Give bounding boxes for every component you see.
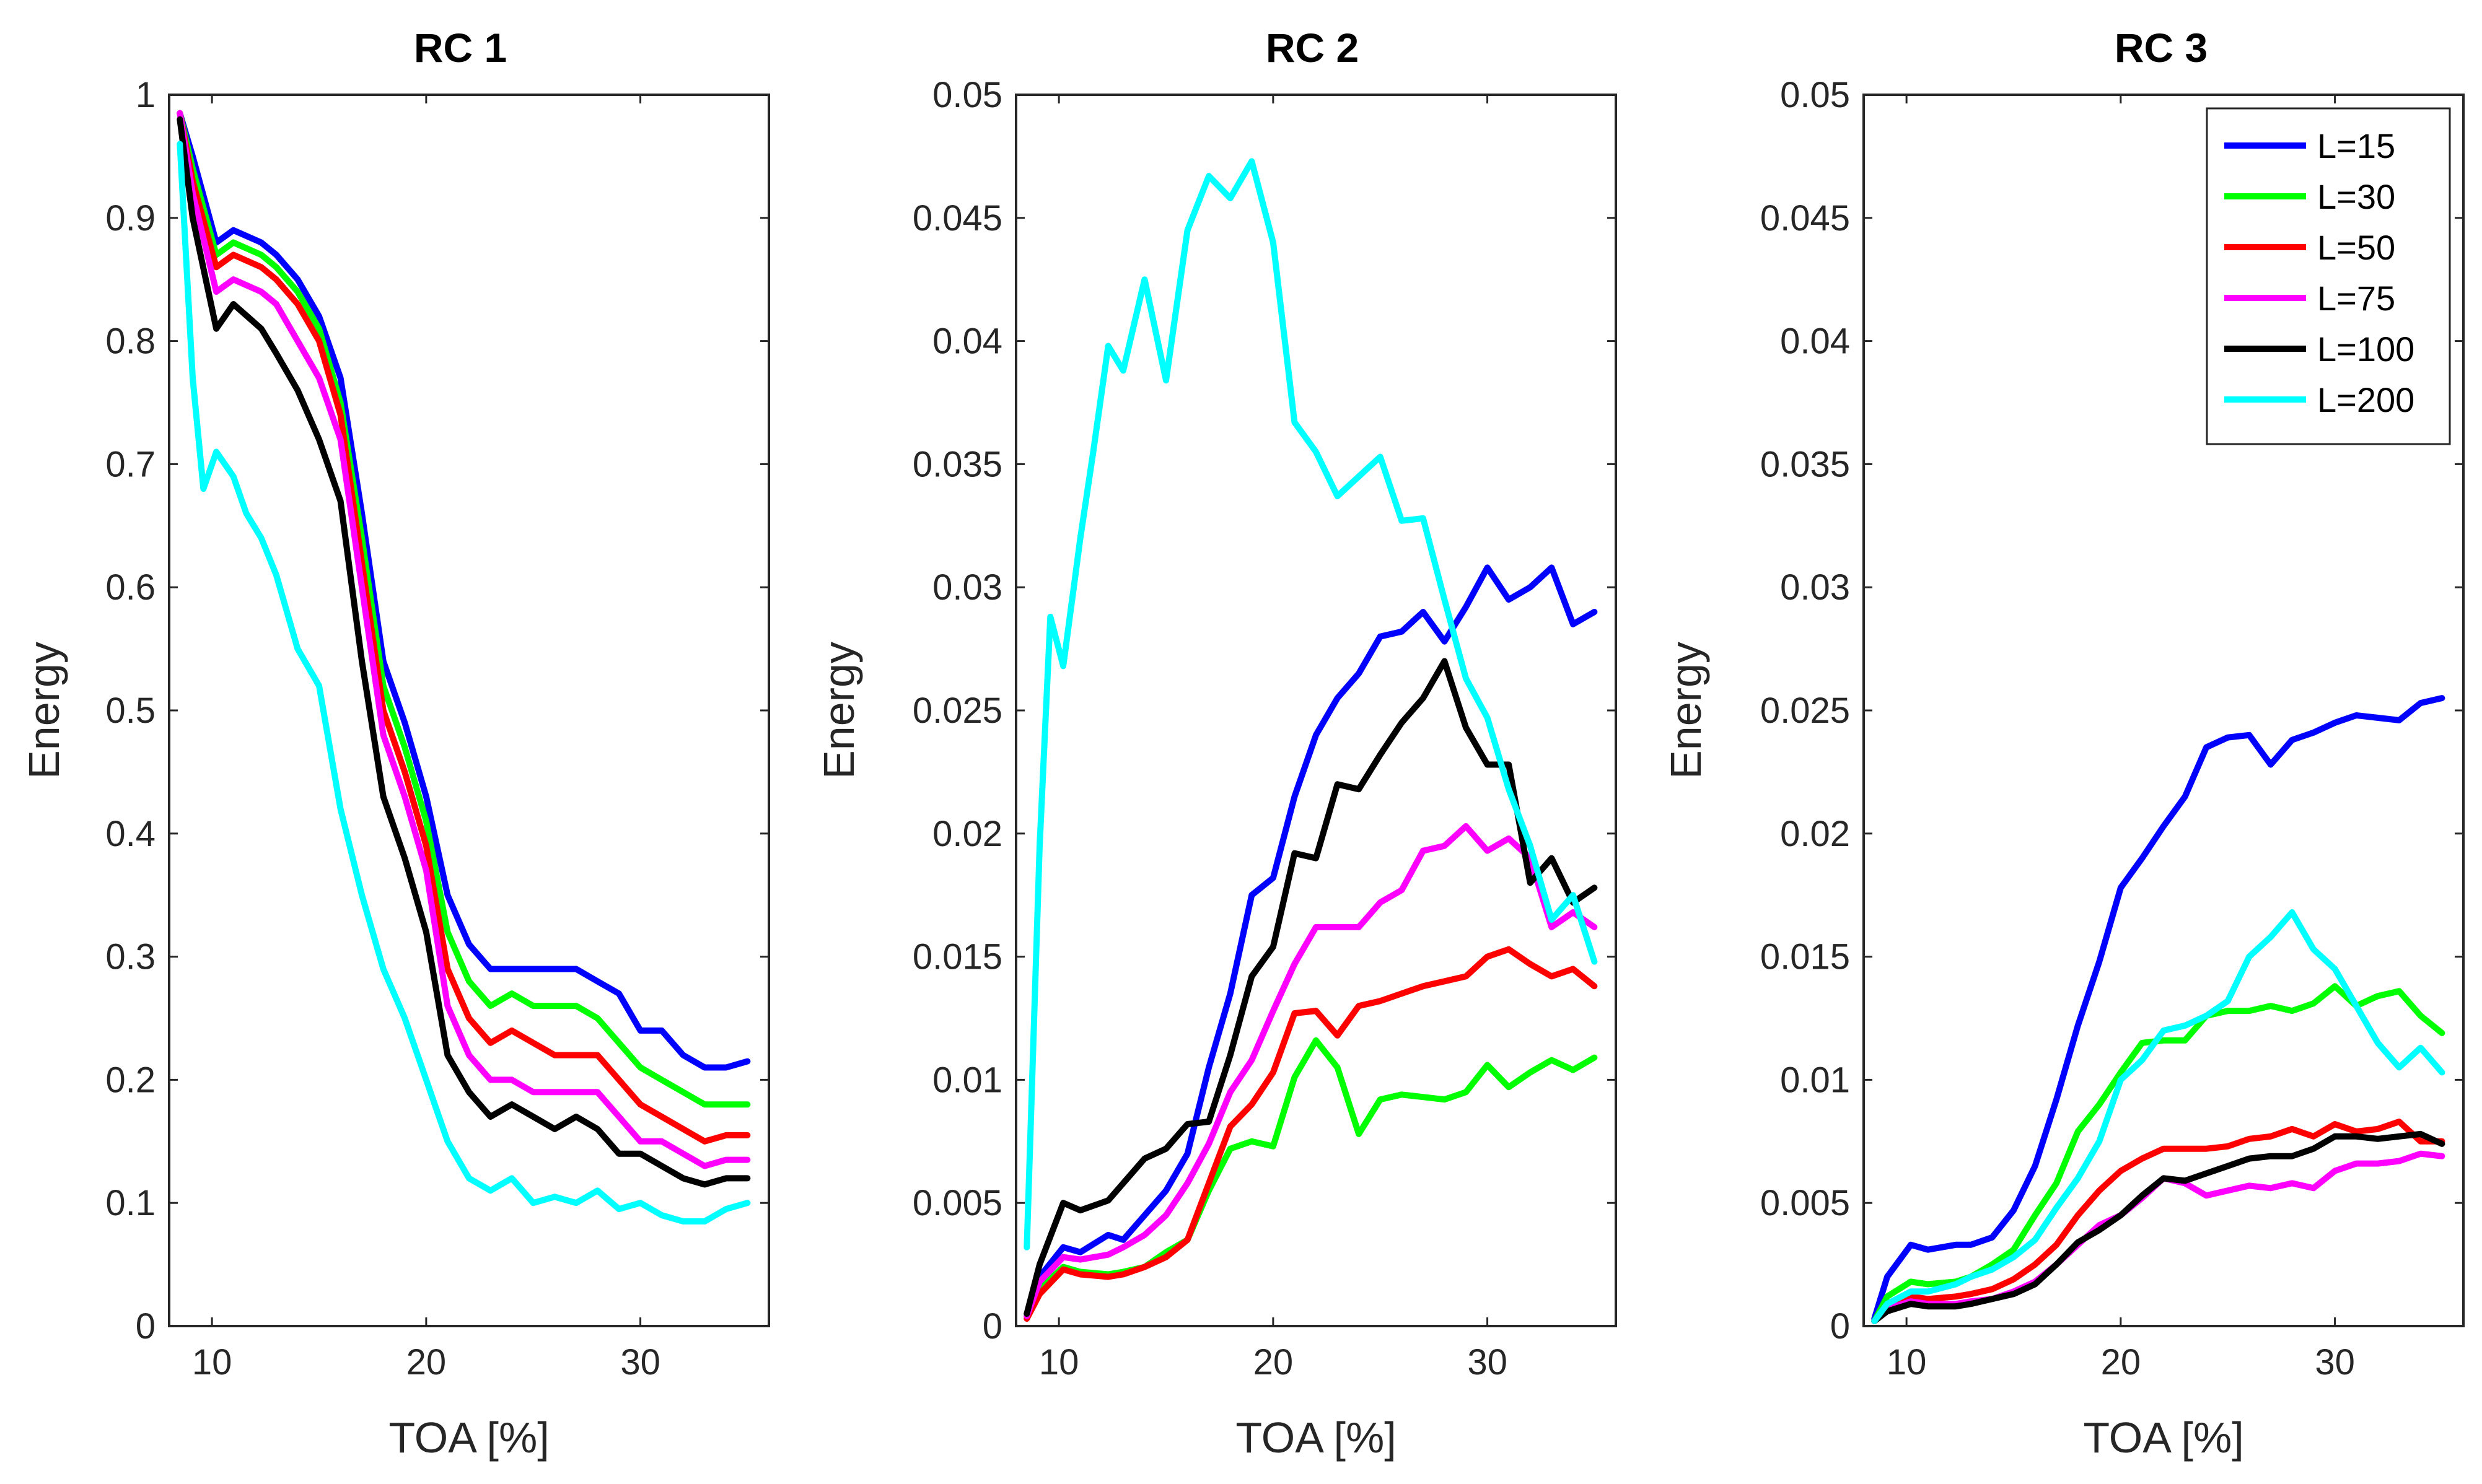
x-tick-label: 20 xyxy=(2101,1342,2141,1382)
y-tick-label: 0.01 xyxy=(1780,1060,1850,1100)
y-tick-label: 0.5 xyxy=(105,691,156,731)
y-tick-label: 0.02 xyxy=(1780,814,1850,854)
y-tick-label: 0.05 xyxy=(932,75,1002,115)
y-tick-label: 0.9 xyxy=(105,198,156,238)
y-tick-label: 1 xyxy=(136,75,156,115)
x-axis-ticks: 10 20 30 xyxy=(192,95,660,1382)
series-line-l-30 xyxy=(177,110,751,1108)
series-line-l-75 xyxy=(1024,823,1598,1320)
panel-rc3: RC 3 0 0.005 0.01 0.015 0.02 0.025 0.03 0.035 0.… xyxy=(1662,25,2465,1462)
x-tick-label: 10 xyxy=(1887,1342,1927,1382)
y-tick-label: 0.2 xyxy=(105,1060,156,1100)
y-tick-label: 0.4 xyxy=(105,814,156,854)
x-axis-ticks: 10 20 30 xyxy=(1039,95,1507,1382)
y-tick-label: 0.03 xyxy=(1780,567,1850,608)
y-tick-label: 0.035 xyxy=(1760,444,1850,484)
series-line-l-100 xyxy=(177,116,751,1188)
y-tick-label: 0 xyxy=(136,1306,156,1347)
series-line-l-200 xyxy=(177,141,751,1224)
y-axis-ticks: 0 0.1 0.2 0.3 0.4 0.5 0.6 0.7 0.8 0.9 1 xyxy=(105,75,769,1347)
series-line-l-50 xyxy=(1871,1119,2445,1324)
series-line-l-100 xyxy=(1024,658,1598,1317)
y-tick-label: 0.3 xyxy=(105,937,156,977)
x-axis-label: TOA [%] xyxy=(2083,1413,2243,1462)
series-lines xyxy=(1024,158,1598,1322)
y-tick-label: 0.04 xyxy=(1780,321,1850,362)
y-axis-label: Energy xyxy=(815,642,863,779)
legend-label: L=30 xyxy=(2317,177,2395,216)
legend-label: L=50 xyxy=(2317,228,2395,267)
x-axis-ticks: 10 20 30 xyxy=(1887,95,2355,1382)
x-tick-label: 20 xyxy=(1253,1342,1294,1382)
y-tick-label: 0.015 xyxy=(1760,937,1850,977)
axes-frame xyxy=(1862,94,2465,1327)
y-axis-ticks: 0 0.005 0.01 0.015 0.02 0.025 0.03 0.035 0.04 0.0… xyxy=(1760,75,2463,1347)
series-lines xyxy=(1871,695,2445,1324)
series-line-l-15 xyxy=(1024,564,1598,1317)
legend: L=15 L=30 L=50 L=75 L=100 L=200 xyxy=(2206,107,2451,445)
y-tick-label: 0.1 xyxy=(105,1183,156,1223)
x-tick-label: 30 xyxy=(620,1342,660,1382)
axes-frame xyxy=(1015,94,1617,1327)
y-tick-label: 0.02 xyxy=(932,814,1002,854)
series-line-l-50 xyxy=(1024,946,1598,1322)
y-tick-label: 0.04 xyxy=(932,321,1002,362)
y-tick-label: 0.7 xyxy=(105,444,156,484)
series-line-l-200 xyxy=(1871,909,2445,1324)
series-line-l-100 xyxy=(1871,1130,2445,1324)
series-line-l-75 xyxy=(177,110,751,1169)
y-axis-label: Energy xyxy=(1662,642,1710,779)
panel-rc1: RC 1 0 0.1 0.2 0.3 0.4 0.5 0.6 0.7 0.8 0.9 1 10 20 3… xyxy=(20,25,770,1462)
y-tick-label: 0.035 xyxy=(913,444,1002,484)
y-tick-label: 0 xyxy=(1830,1306,1850,1347)
y-tick-label: 0.045 xyxy=(913,198,1002,238)
x-tick-label: 20 xyxy=(406,1342,447,1382)
y-axis-label: Energy xyxy=(20,642,68,779)
panel-rc2: RC 2 0 0.005 0.01 0.015 0.02 0.025 0.03 0.035 0.… xyxy=(815,25,1617,1462)
x-axis-label: TOA [%] xyxy=(388,1413,549,1462)
series-line-l-50 xyxy=(177,110,751,1145)
y-tick-label: 0.6 xyxy=(105,567,156,608)
x-tick-label: 30 xyxy=(2315,1342,2355,1382)
y-tick-label: 0.01 xyxy=(932,1060,1002,1100)
x-axis-label: TOA [%] xyxy=(1235,1413,1396,1462)
series-lines xyxy=(177,110,751,1224)
series-line-l-15 xyxy=(1871,695,2445,1322)
y-tick-label: 0.03 xyxy=(932,567,1002,608)
x-tick-label: 10 xyxy=(1039,1342,1079,1382)
x-tick-label: 10 xyxy=(192,1342,232,1382)
panel-title: RC 3 xyxy=(2115,25,2208,71)
panel-title: RC 1 xyxy=(414,25,507,71)
y-tick-label: 0.8 xyxy=(105,321,156,362)
legend-box xyxy=(2206,107,2451,445)
series-line-l-200 xyxy=(1024,158,1598,1250)
axes-frame xyxy=(168,94,770,1327)
y-tick-label: 0.05 xyxy=(1780,75,1850,115)
y-tick-label: 0.005 xyxy=(913,1183,1002,1223)
panel-title: RC 2 xyxy=(1266,25,1359,71)
y-tick-label: 0.005 xyxy=(1760,1183,1850,1223)
series-line-l-15 xyxy=(177,110,751,1071)
x-tick-label: 30 xyxy=(1467,1342,1507,1382)
y-axis-ticks: 0 0.005 0.01 0.015 0.02 0.025 0.03 0.035 0.04 0.0… xyxy=(913,75,1616,1347)
y-tick-label: 0.045 xyxy=(1760,198,1850,238)
legend-label: L=15 xyxy=(2317,126,2395,165)
y-tick-label: 0.015 xyxy=(913,937,1002,977)
legend-label: L=200 xyxy=(2317,380,2414,419)
legend-label: L=75 xyxy=(2317,279,2395,318)
y-tick-label: 0 xyxy=(983,1306,1002,1347)
y-tick-label: 0.025 xyxy=(913,691,1002,731)
y-tick-label: 0.025 xyxy=(1760,691,1850,731)
legend-label: L=100 xyxy=(2317,330,2414,369)
